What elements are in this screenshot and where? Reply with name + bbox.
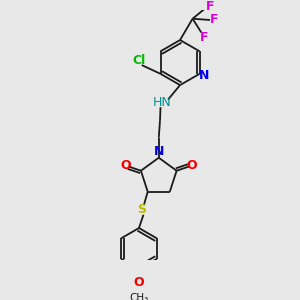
Text: F: F bbox=[206, 0, 214, 13]
Text: F: F bbox=[200, 31, 208, 44]
Text: O: O bbox=[134, 276, 144, 290]
Text: Cl: Cl bbox=[132, 54, 146, 67]
Text: F: F bbox=[210, 14, 218, 26]
Text: HN: HN bbox=[153, 96, 172, 109]
Text: O: O bbox=[120, 159, 131, 172]
Text: CH₃: CH₃ bbox=[129, 293, 148, 300]
Text: N: N bbox=[154, 145, 164, 158]
Text: N: N bbox=[199, 69, 209, 82]
Text: O: O bbox=[187, 159, 197, 172]
Text: S: S bbox=[137, 203, 146, 216]
